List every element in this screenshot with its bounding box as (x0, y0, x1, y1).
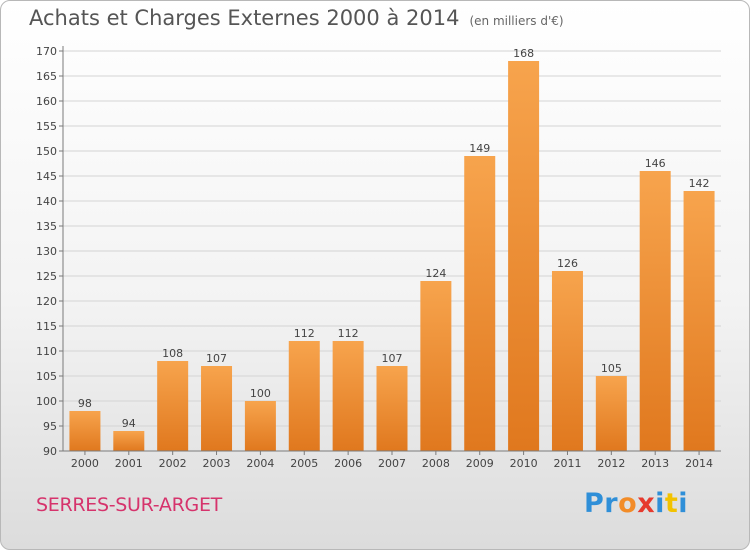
y-tick-label: 115 (36, 320, 57, 333)
bar (595, 376, 627, 451)
chart-title: Achats et Charges Externes 2000 à 2014 (e… (29, 6, 564, 30)
data-label: 146 (645, 157, 666, 170)
bar (113, 431, 145, 451)
x-tick-label: 2006 (334, 457, 362, 470)
data-label: 149 (469, 142, 490, 155)
x-tick-label: 2001 (115, 457, 143, 470)
x-tick-label: 2008 (422, 457, 450, 470)
labels: 90 95 100 105 110 115 120 125 130 135 140 145 150 155… (36, 45, 713, 470)
bar (157, 361, 189, 451)
x-tick-label: 2000 (71, 457, 99, 470)
y-tick-label: 165 (36, 70, 57, 83)
data-label: 124 (425, 267, 446, 280)
bar (69, 411, 101, 451)
data-label: 126 (557, 257, 578, 270)
chart-title-text: Achats et Charges Externes 2000 à 2014 (29, 6, 460, 30)
brand-logo-letter: x (637, 488, 656, 519)
axes (59, 46, 721, 455)
bar (639, 171, 671, 451)
x-tick-label: 2004 (246, 457, 274, 470)
data-label: 107 (206, 352, 227, 365)
y-tick-label: 120 (36, 295, 57, 308)
brand-logo-letter: i (655, 488, 665, 519)
data-label: 107 (382, 352, 403, 365)
y-tick-label: 135 (36, 220, 57, 233)
y-tick-label: 160 (36, 95, 57, 108)
y-tick-label: 90 (43, 445, 57, 458)
x-tick-label: 2005 (290, 457, 318, 470)
x-tick-label: 2012 (597, 457, 625, 470)
y-tick-label: 110 (36, 345, 57, 358)
data-label: 98 (78, 397, 92, 410)
y-tick-label: 170 (36, 45, 57, 58)
bar (288, 341, 320, 451)
location-name: SERRES-SUR-ARGET (36, 494, 222, 516)
y-tick-label: 145 (36, 170, 57, 183)
bar (244, 401, 276, 451)
bar (508, 61, 540, 451)
chart-subtitle: (en milliers d'€) (469, 14, 564, 28)
y-tick-label: 130 (36, 245, 57, 258)
y-tick-label: 140 (36, 195, 57, 208)
x-tick-label: 2007 (378, 457, 406, 470)
x-tick-label: 2014 (685, 457, 713, 470)
data-label: 108 (162, 347, 183, 360)
x-tick-label: 2009 (466, 457, 494, 470)
y-tick-label: 100 (36, 395, 57, 408)
brand-logo[interactable]: Proxiti (584, 488, 688, 519)
x-tick-label: 2003 (203, 457, 231, 470)
brand-logo-letter: t (664, 488, 679, 519)
bars (69, 61, 715, 451)
y-tick-label: 125 (36, 270, 57, 283)
x-tick-label: 2010 (510, 457, 538, 470)
brand-logo-letter: o (618, 488, 638, 519)
bar (551, 271, 583, 451)
data-label: 94 (122, 417, 136, 430)
data-label: 168 (513, 47, 534, 60)
y-tick-label: 150 (36, 145, 57, 158)
brand-logo-letter: r (604, 488, 619, 519)
y-tick-label: 155 (36, 120, 57, 133)
data-label: 100 (250, 387, 271, 400)
data-label: 112 (294, 327, 315, 340)
bar (332, 341, 364, 451)
bar (376, 366, 408, 451)
bar (464, 156, 496, 451)
x-tick-label: 2013 (641, 457, 669, 470)
y-tick-label: 105 (36, 370, 57, 383)
x-tick-label: 2011 (553, 457, 581, 470)
brand-logo-letter: P (584, 488, 605, 519)
data-label: 112 (338, 327, 359, 340)
y-tick-label: 95 (43, 420, 57, 433)
data-label: 142 (689, 177, 710, 190)
bar (683, 191, 715, 451)
x-tick-label: 2002 (159, 457, 187, 470)
bar (201, 366, 233, 451)
brand-logo-letter: i (678, 488, 689, 519)
bar (420, 281, 452, 451)
data-label: 105 (601, 362, 622, 375)
